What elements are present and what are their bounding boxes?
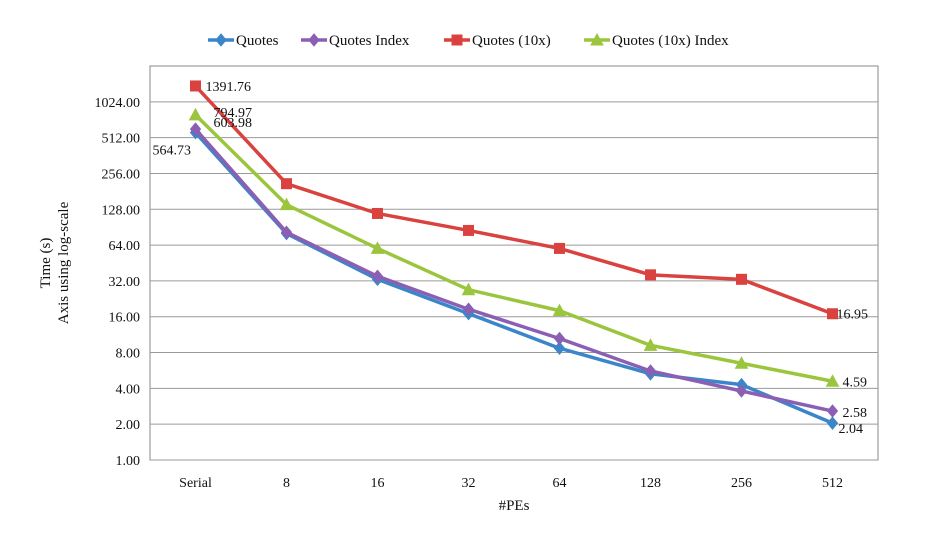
data-labels: 564.73 2.04 603.98 2.58 1391.76 16.95 794.97 4.… bbox=[153, 80, 869, 437]
data-label: 1391.76 bbox=[206, 80, 252, 95]
series-quotes-10x bbox=[190, 80, 838, 320]
data-point bbox=[188, 107, 203, 121]
data-point bbox=[552, 303, 567, 317]
series-quotes-10x-index bbox=[188, 107, 840, 387]
y-tick-labels: 1.00 2.00 4.00 8.00 16.00 32.00 64.00 128.00 256… bbox=[95, 96, 141, 469]
data-point bbox=[553, 341, 566, 355]
data-point bbox=[644, 364, 657, 378]
legend-item: Quotes Index bbox=[301, 33, 410, 49]
data-point bbox=[827, 308, 838, 320]
series-line bbox=[194, 127, 833, 413]
data-point bbox=[735, 384, 748, 398]
x-tick-label: 64 bbox=[553, 476, 567, 491]
legend-item: Quotes (10x) bbox=[444, 33, 551, 49]
legend-item: Quotes bbox=[208, 33, 279, 49]
data-point bbox=[370, 241, 385, 254]
data-point bbox=[554, 242, 565, 254]
data-point bbox=[643, 338, 658, 351]
legend-marker bbox=[308, 33, 320, 47]
data-label: 2.58 bbox=[843, 406, 868, 421]
x-tick-label: 256 bbox=[731, 476, 752, 491]
data-point bbox=[553, 331, 566, 346]
data-point bbox=[736, 273, 747, 285]
data-label: 16.95 bbox=[837, 308, 869, 323]
x-tick-label: 128 bbox=[640, 476, 661, 491]
y-tick-label: 4.00 bbox=[116, 382, 141, 397]
data-point bbox=[371, 269, 384, 284]
plot-area bbox=[149, 65, 879, 461]
data-label: 794.97 bbox=[214, 106, 253, 121]
legend-label: Quotes (10x) bbox=[472, 33, 551, 49]
y-tick-label: 1024.00 bbox=[95, 96, 141, 111]
legend-marker bbox=[590, 32, 604, 46]
y-tick-label: 512.00 bbox=[102, 132, 141, 147]
x-tick-label: 8 bbox=[283, 476, 290, 491]
data-point bbox=[281, 178, 292, 190]
data-label: 4.59 bbox=[843, 375, 868, 390]
data-point bbox=[463, 224, 474, 236]
data-point bbox=[825, 374, 840, 387]
data-label: 2.04 bbox=[839, 422, 864, 437]
x-tick-labels: Serial 8 16 32 64 128 256 512 bbox=[179, 476, 843, 491]
data-point bbox=[280, 225, 293, 240]
series-line bbox=[194, 84, 834, 316]
legend-label: Quotes (10x) Index bbox=[612, 33, 729, 49]
x-tick-label: Serial bbox=[179, 476, 212, 491]
legend-marker bbox=[451, 34, 463, 46]
data-point bbox=[826, 416, 839, 430]
y-tick-label: 2.00 bbox=[116, 418, 141, 433]
y-axis-title-line2: Axis using log-scale bbox=[56, 201, 72, 324]
data-point bbox=[461, 282, 476, 296]
data-point bbox=[279, 197, 294, 211]
y-tick-label: 8.00 bbox=[116, 347, 141, 362]
legend-marker bbox=[215, 33, 227, 47]
data-point bbox=[734, 356, 749, 369]
x-tick-label: 32 bbox=[462, 476, 476, 491]
y-tick-label: 256.00 bbox=[102, 167, 141, 182]
data-label: 564.73 bbox=[153, 144, 192, 159]
data-point bbox=[645, 269, 656, 281]
data-point bbox=[372, 207, 383, 219]
data-label: 603.98 bbox=[214, 116, 253, 131]
y-tick-label: 128.00 bbox=[102, 203, 141, 218]
data-point bbox=[826, 404, 839, 418]
y-tick-label: 64.00 bbox=[109, 239, 141, 254]
series-quotes-index bbox=[189, 122, 839, 418]
data-point bbox=[462, 302, 475, 317]
y-tick-label: 16.00 bbox=[109, 311, 141, 326]
data-point bbox=[189, 122, 202, 136]
x-tick-label: 16 bbox=[371, 476, 385, 491]
x-axis-title: #PEs bbox=[499, 498, 530, 514]
series-line bbox=[194, 113, 833, 383]
legend: Quotes Quotes Index Quotes (10x) Quotes (10… bbox=[208, 32, 729, 49]
x-tick-label: 512 bbox=[822, 476, 843, 491]
series-layer bbox=[188, 80, 840, 430]
y-tick-label: 1.00 bbox=[116, 454, 141, 469]
legend-label: Quotes bbox=[236, 33, 279, 49]
legend-label: Quotes Index bbox=[329, 33, 410, 49]
grid-lines bbox=[150, 101, 878, 461]
y-axis-title-line1: Time (s) bbox=[38, 238, 54, 289]
y-tick-label: 32.00 bbox=[109, 275, 141, 290]
data-point bbox=[190, 80, 201, 92]
legend-item: Quotes (10x) Index bbox=[584, 32, 729, 49]
